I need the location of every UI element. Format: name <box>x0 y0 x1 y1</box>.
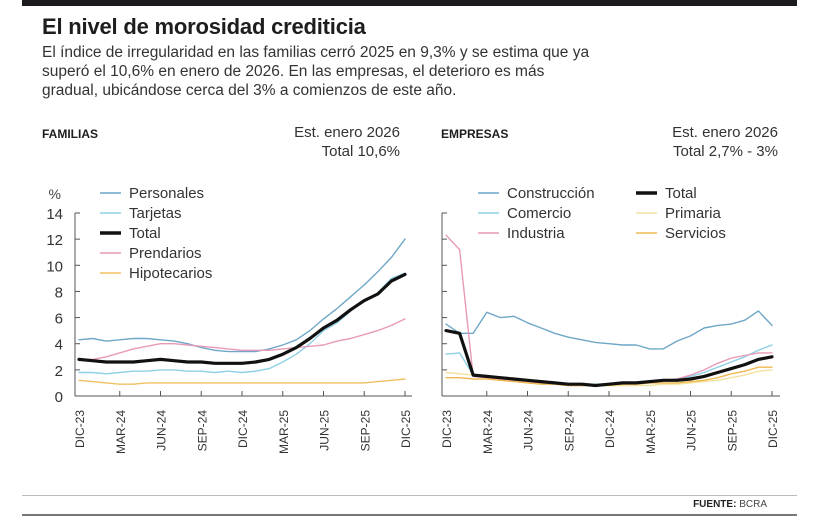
legend-label: Comercio <box>507 205 571 222</box>
chart-familias: 0 2 4 6 8 10 12 14% DIC-23 MAR-24 JUN-24 SEP-24 DIC-… <box>46 185 413 454</box>
series-line-personales <box>78 238 406 353</box>
x-tick-label: SEP-24 <box>195 410 209 452</box>
legend-label: Industria <box>507 225 565 242</box>
panel-title-familias: FAMILIAS <box>42 127 98 141</box>
series-line-total <box>444 329 774 388</box>
source-value: BCRA <box>739 499 767 510</box>
y-tick-label: 2 <box>55 363 63 380</box>
x-tick-label: MAR-25 <box>644 410 658 454</box>
x-tick-label: MAR-25 <box>277 410 291 454</box>
series-line-total <box>77 272 407 365</box>
x-tick-label: DIC-24 <box>603 410 617 448</box>
x-tick-label: SEP-25 <box>725 410 739 452</box>
legend-label: Primaria <box>665 205 721 222</box>
series-line-industria <box>445 234 773 387</box>
page-title: El nivel de morosidad crediticia <box>42 14 366 39</box>
legend-label: Prendarios <box>129 245 202 262</box>
top-rule <box>22 0 797 6</box>
y-tick-label: 10 <box>46 258 63 275</box>
x-tick-label: SEP-25 <box>358 410 372 452</box>
legend-label: Total <box>665 185 697 202</box>
y-unit-label: % <box>49 186 61 202</box>
annotation-familias-line2: Total 10,6% <box>321 143 400 160</box>
x-tick-label: JUN-24 <box>155 410 169 451</box>
x-tick-label: JUN-25 <box>318 410 332 451</box>
x-tick-label: DIC-23 <box>73 410 87 448</box>
annotation-familias-line1: Est. enero 2026 <box>294 124 400 141</box>
x-tick-label: JUN-24 <box>522 410 536 451</box>
legend-label: Servicios <box>665 225 726 242</box>
annotation-familias: Est. enero 2026 Total 10,6% <box>294 123 400 161</box>
annotation-empresas-line2: Total 2,7% - 3% <box>672 143 778 160</box>
chart-empresas: DIC-23 MAR-24 JUN-24 SEP-24 DIC-24 MAR-25 JUN-… <box>440 185 780 454</box>
series-line-construcci-n <box>445 310 773 350</box>
annotation-empresas-line1: Est. enero 2026 <box>672 124 778 141</box>
x-tick-label: MAR-24 <box>481 410 495 454</box>
y-tick-label: 4 <box>55 337 63 354</box>
page-subtitle: El índice de irregularidad en las famili… <box>42 44 590 99</box>
y-tick-label: 14 <box>46 206 63 223</box>
source-note: FUENTE: BCRA <box>693 499 767 510</box>
x-tick-label: SEP-24 <box>562 410 576 452</box>
bottom-rule <box>22 514 797 516</box>
x-tick-label: JUN-25 <box>685 410 699 451</box>
y-tick-label: 8 <box>55 284 63 301</box>
x-tick-label: DIC-23 <box>440 410 454 448</box>
legend-label: Total <box>129 225 161 242</box>
source-label: FUENTE: <box>693 499 737 510</box>
x-tick-label: DIC-25 <box>399 410 413 448</box>
legend-label: Tarjetas <box>129 205 182 222</box>
y-tick-label: 12 <box>46 232 63 249</box>
series-line-prendarios <box>78 318 406 361</box>
legend-label: Personales <box>129 185 204 202</box>
series-line-hipotecarios <box>78 378 406 385</box>
x-tick-label: MAR-24 <box>114 410 128 454</box>
legend-label: Construcción <box>507 185 595 202</box>
x-tick-label: DIC-24 <box>236 410 250 448</box>
y-tick-label: 6 <box>55 311 63 328</box>
annotation-empresas: Est. enero 2026 Total 2,7% - 3% <box>672 123 778 161</box>
panel-title-empresas: EMPRESAS <box>441 127 509 141</box>
legend-label: Hipotecarios <box>129 265 212 282</box>
footer-rule <box>22 495 797 496</box>
x-tick-label: DIC-25 <box>766 410 780 448</box>
series-line-tarjetas <box>78 272 406 375</box>
y-tick-label: 0 <box>55 389 63 406</box>
